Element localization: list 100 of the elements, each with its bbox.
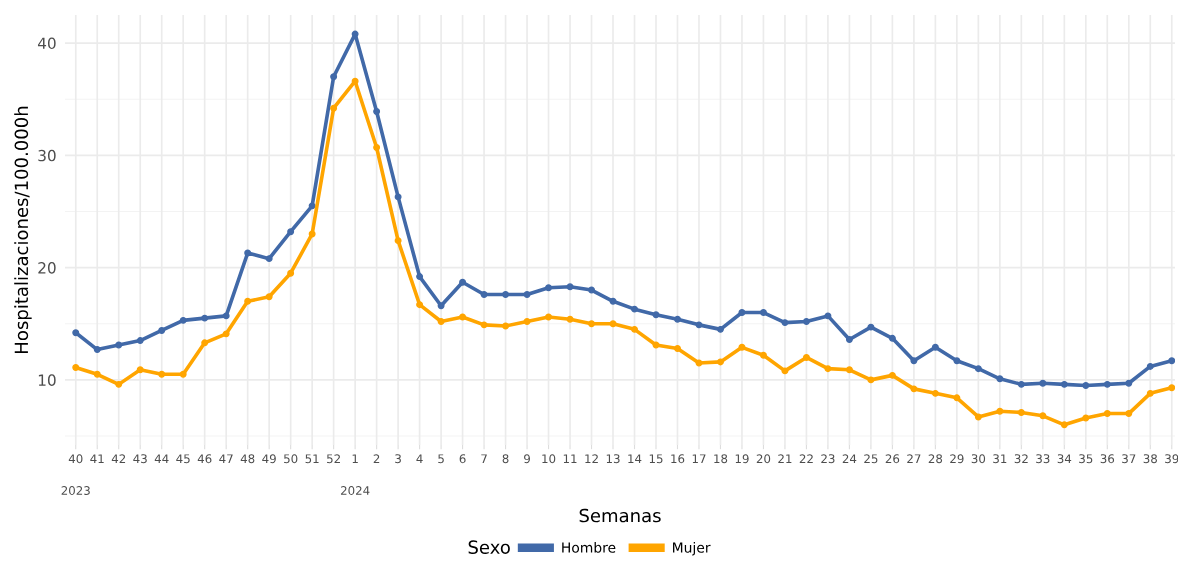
x-tick-label: 8	[502, 454, 509, 464]
point	[910, 357, 918, 365]
y-tick-label: 40	[37, 37, 56, 50]
point	[179, 370, 187, 378]
point	[867, 376, 875, 384]
legend-label: Mujer	[673, 542, 711, 556]
x-tick-label: 37	[1122, 454, 1136, 464]
point	[545, 284, 553, 292]
point	[244, 297, 252, 305]
x-tick-label: 28	[928, 454, 943, 464]
x-tick-label: 49	[262, 454, 276, 464]
x-tick-label: 3	[395, 454, 401, 464]
point	[1039, 412, 1047, 420]
point	[179, 316, 187, 324]
point	[609, 320, 617, 328]
point	[674, 315, 681, 323]
x-tick-label: 44	[154, 454, 169, 463]
x-tick-label: 2	[373, 454, 380, 463]
point	[416, 301, 424, 309]
point	[72, 329, 80, 337]
point	[265, 255, 273, 263]
point	[931, 343, 939, 351]
x-tick-label: 19	[735, 454, 749, 464]
point	[631, 325, 638, 333]
point	[265, 293, 273, 301]
y-tick-label: 30	[38, 149, 56, 162]
y-tick-label: 20	[38, 262, 56, 274]
x-tick-label: 10	[542, 454, 556, 464]
x-tick-label: 11	[563, 454, 577, 463]
point	[158, 370, 166, 378]
x-tick-label: 20	[756, 454, 771, 464]
point	[824, 365, 832, 373]
point	[502, 291, 510, 299]
x-tick-label: 23	[821, 454, 835, 464]
point	[738, 343, 746, 351]
point	[480, 321, 488, 329]
x-tick-label: 27	[907, 454, 921, 463]
point	[545, 313, 553, 321]
point	[72, 364, 80, 372]
point	[566, 315, 574, 323]
point	[996, 407, 1004, 415]
point	[115, 380, 123, 388]
point	[716, 325, 724, 333]
point	[674, 344, 681, 352]
point	[1060, 421, 1068, 429]
x-tick-label: 15	[649, 454, 663, 464]
x-tick-label: 7	[481, 454, 487, 463]
x-tick-label: 45	[176, 454, 190, 464]
point	[588, 320, 595, 328]
x-tick-label: 30	[971, 454, 986, 464]
category-label: 1 2024	[340, 454, 370, 495]
point	[888, 334, 896, 342]
x-tick-label: 4	[416, 454, 423, 463]
point	[1082, 414, 1090, 422]
point	[480, 291, 488, 299]
point	[996, 375, 1004, 383]
x-tick-label: 33	[1036, 454, 1050, 464]
x-tick-label: 42	[111, 454, 126, 463]
point	[888, 371, 896, 379]
x-tick-label: 35	[1079, 454, 1093, 464]
point	[158, 327, 166, 334]
point	[867, 323, 875, 331]
legend-title: Sexo	[468, 540, 510, 554]
x-tick-label: 6	[459, 454, 466, 464]
x-tick-label: 52	[327, 454, 340, 464]
point	[781, 319, 789, 327]
point	[631, 305, 638, 313]
point	[394, 237, 402, 245]
x-tick-label: 31	[993, 454, 1007, 464]
point	[1082, 382, 1090, 389]
x-tick-label: 34	[1057, 454, 1072, 464]
point	[437, 302, 445, 310]
x-tick-label: 46	[197, 454, 212, 464]
x-tick-label: 9	[524, 454, 530, 464]
point	[1103, 410, 1111, 418]
point	[330, 73, 338, 81]
x-tick-label: 39	[1165, 454, 1178, 464]
point	[394, 193, 402, 201]
point	[437, 318, 445, 325]
point	[308, 230, 316, 238]
point	[910, 385, 918, 393]
point	[802, 353, 810, 361]
y-axis-title: Hospitalizaciones/100.000h	[14, 106, 32, 353]
point	[759, 309, 767, 316]
point	[609, 297, 617, 305]
point	[201, 314, 209, 322]
point	[974, 413, 982, 421]
point	[1125, 410, 1133, 418]
point	[330, 104, 338, 112]
point	[759, 351, 767, 359]
point	[93, 346, 101, 354]
point	[459, 313, 467, 321]
point	[953, 394, 961, 402]
point	[953, 357, 961, 365]
x-tick-label: 25	[864, 454, 878, 464]
x-tick-label: 5	[438, 454, 444, 464]
x-tick-label: 29	[950, 454, 964, 464]
legend-label: Hombre	[562, 542, 616, 553]
point	[845, 335, 853, 343]
x-tick-label: 32	[1014, 454, 1028, 464]
